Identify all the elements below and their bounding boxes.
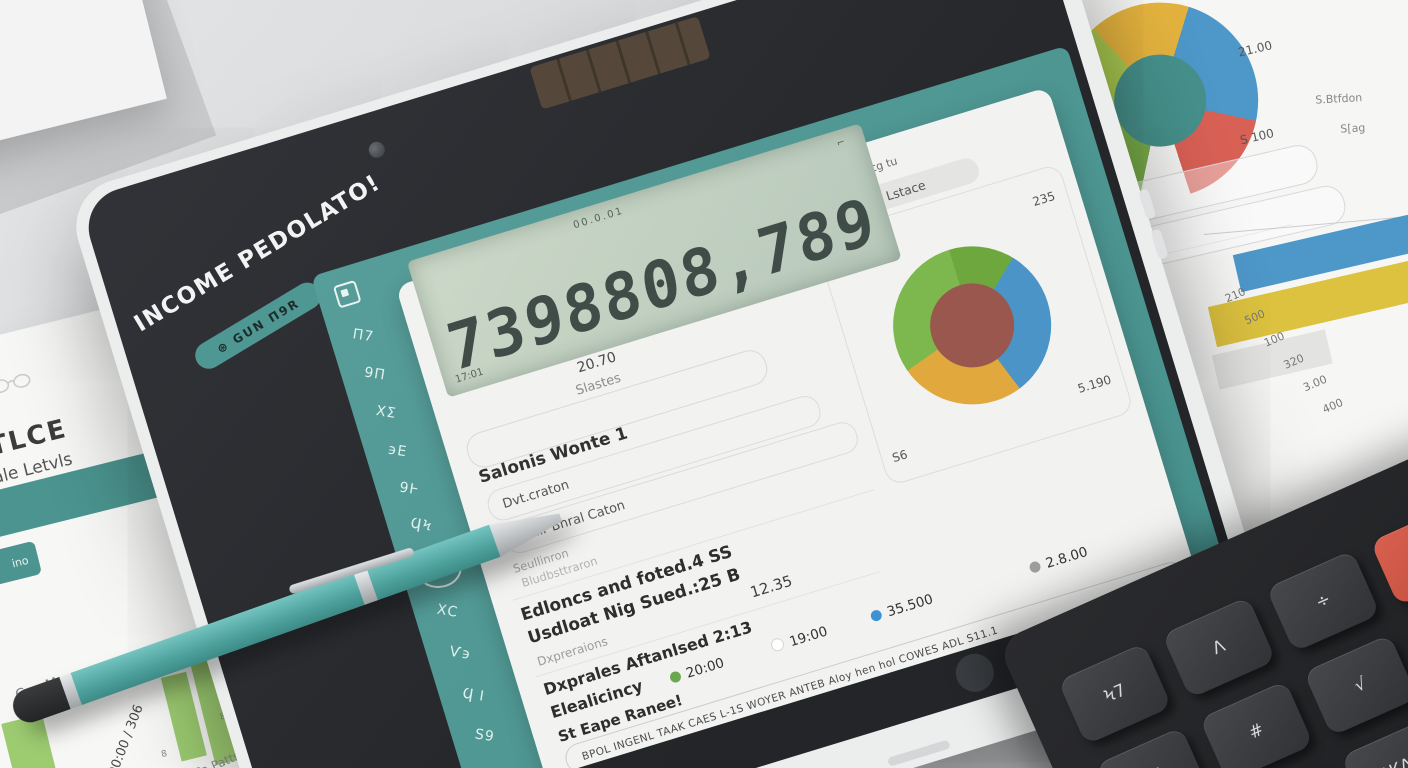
legend-item-gray: 2.8.00 xyxy=(1028,544,1090,577)
calc-key-1[interactable]: Ϟ7 xyxy=(1057,642,1173,745)
menu-grid-inner xyxy=(340,288,350,298)
glasses-sketch-icon xyxy=(0,373,31,394)
legend-item-white: 19:00 xyxy=(769,623,829,655)
calc-key-red[interactable]: Ⅎ xyxy=(1370,503,1408,606)
legend-label: 20:00 xyxy=(684,655,727,682)
sidebar-glyph-6[interactable]: ϤϞ xyxy=(409,515,434,535)
legend-label: 35.500 xyxy=(885,591,935,621)
sidebar-glyph-1[interactable]: Π7 xyxy=(351,326,376,346)
sidebar-glyph-10[interactable]: S9 xyxy=(473,726,496,746)
sidebar-glyph-3[interactable]: ΧΣ xyxy=(374,402,398,422)
calc-key-2[interactable]: Λ xyxy=(1161,596,1277,699)
report-axis-tick: 3.00 xyxy=(1301,372,1329,395)
calc-key-hash[interactable]: # xyxy=(1199,680,1314,768)
notice-green-bar-far xyxy=(1,713,79,768)
donut-label-top-right: 235 xyxy=(1030,188,1057,209)
notice-paper: ETLCE dale Letvls ino na Con Moys 00:00 … xyxy=(0,203,663,768)
blue-dot-icon xyxy=(869,608,884,623)
sidebar-glyph-5[interactable]: 9Ͱ xyxy=(398,479,421,499)
legend-label: 2.8.00 xyxy=(1043,543,1090,572)
legend-label: 19:00 xyxy=(787,623,830,651)
report-donut-label-top-right: 21.00 xyxy=(1236,38,1274,60)
lcd-annunciator-mark: ⌐ xyxy=(835,136,847,150)
camera-icon xyxy=(366,139,387,160)
gray-dot-icon xyxy=(1028,560,1042,574)
calc-key-divide[interactable]: ÷ xyxy=(1265,550,1381,653)
sidebar-glyph-2[interactable]: 9Π xyxy=(363,364,387,384)
card-donut-chart xyxy=(873,226,1071,425)
sidebar-glyph-9[interactable]: Ϥ Ι xyxy=(461,685,486,705)
legend-item-blue: 35.500 xyxy=(869,591,935,625)
sidebar-glyph-8[interactable]: Ѵ϶ xyxy=(448,643,473,663)
report-side-label-1: S.Btfdon xyxy=(1315,91,1363,107)
green-dot-icon xyxy=(668,670,683,684)
notice-teal-bar-small: ino xyxy=(0,540,43,613)
report-axis-tick: 400 xyxy=(1320,395,1346,417)
donut-label-bottom-left: S6 xyxy=(890,447,910,466)
report-side-label-2: S[ag xyxy=(1340,121,1366,136)
calc-key-sqrt[interactable]: √ xyxy=(1303,634,1408,737)
menu-grid-icon[interactable] xyxy=(332,279,362,309)
card-input-1-value: Dvt.craton xyxy=(500,477,571,512)
notice-marker-2: 8 xyxy=(160,748,169,761)
donut-label-bottom-right: 5.190 xyxy=(1076,372,1113,396)
sidebar-glyph-4[interactable]: ϶Ε xyxy=(386,441,409,461)
notice-teal-bar-text: ino xyxy=(10,553,30,570)
home-button[interactable] xyxy=(951,649,999,697)
sidebar-glyph-7[interactable]: ΧϹ xyxy=(435,601,460,621)
card-dep-value: 12.35 xyxy=(748,571,795,602)
white-dot-icon xyxy=(769,636,786,653)
lcd-annunciator-top: 00.0.01 xyxy=(572,205,626,232)
card-donut-center xyxy=(919,272,1025,378)
legend-item-green: 20:00 xyxy=(668,655,726,687)
